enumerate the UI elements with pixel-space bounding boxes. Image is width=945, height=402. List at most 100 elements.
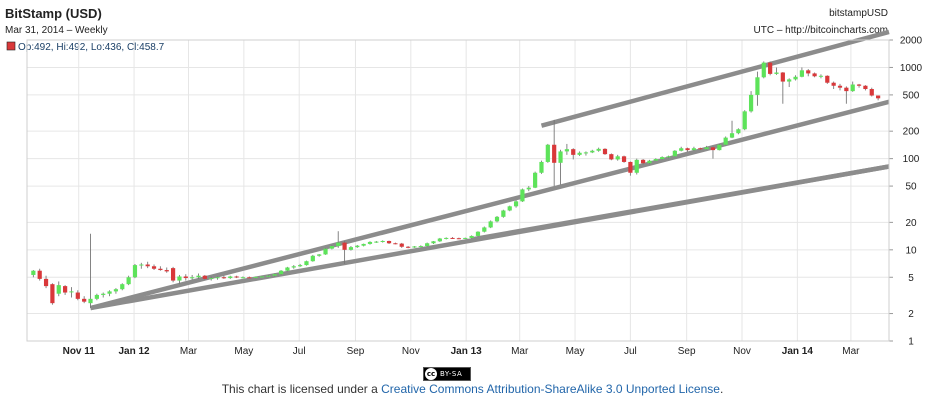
ohlc-readout: Op:492, Hi:492, Lo:436, Cl:458.7 xyxy=(18,42,165,53)
candle-body xyxy=(272,274,277,276)
candle-up xyxy=(469,235,474,239)
candle-up xyxy=(412,246,417,248)
candle-body xyxy=(748,94,754,112)
candle-up xyxy=(31,270,36,278)
candle-down xyxy=(170,266,176,283)
candle-up xyxy=(583,151,589,156)
candle-body xyxy=(88,298,93,304)
x-tick-label: Mar xyxy=(511,346,529,357)
candle-body xyxy=(494,216,500,222)
candle-up xyxy=(799,67,804,78)
candle-up xyxy=(533,171,538,189)
candle-up xyxy=(285,266,290,272)
candle-body xyxy=(609,154,614,160)
candle-down xyxy=(37,268,42,281)
candle-up xyxy=(418,245,423,248)
candle-down xyxy=(82,296,87,304)
candle-down xyxy=(456,237,462,240)
candle-down xyxy=(825,75,830,84)
candle-up xyxy=(748,91,754,113)
candle-up xyxy=(444,237,449,240)
candle-body xyxy=(469,235,474,238)
candle-body xyxy=(520,189,525,202)
candle-body xyxy=(679,148,684,151)
candle-body xyxy=(437,238,442,242)
candle-up xyxy=(736,128,741,135)
candle-body xyxy=(126,277,131,285)
candle-up xyxy=(259,275,265,278)
candle-up xyxy=(88,233,93,309)
candle-body xyxy=(240,277,246,279)
x-tick-label: Jan 12 xyxy=(118,346,150,357)
y-tick-label: 1 xyxy=(908,337,914,348)
candle-up xyxy=(704,145,709,150)
candle-body xyxy=(793,76,798,80)
candle-body xyxy=(113,289,119,292)
candle-body xyxy=(348,247,354,250)
candle-up xyxy=(177,274,182,285)
candle-down xyxy=(63,285,68,295)
candle-body xyxy=(37,270,42,279)
candle-body xyxy=(259,276,265,278)
candle-body xyxy=(602,148,608,155)
candle-body xyxy=(177,276,182,281)
candle-down xyxy=(831,81,836,90)
candle-up xyxy=(348,246,354,251)
candle-body xyxy=(501,210,506,217)
chart-source: bitstampUSD xyxy=(829,8,888,19)
candle-up xyxy=(660,156,665,160)
candle-body xyxy=(545,144,550,162)
candle-body xyxy=(367,241,373,244)
candle-down xyxy=(628,161,633,176)
candle-body xyxy=(94,294,99,299)
candle-down xyxy=(151,264,157,271)
candle-body xyxy=(583,152,589,154)
candle-up xyxy=(190,274,195,280)
candle-down xyxy=(621,155,627,163)
candle-up xyxy=(253,276,258,279)
x-tick-label: Jan 14 xyxy=(782,346,814,357)
candle-up xyxy=(729,120,735,139)
candle-body xyxy=(190,277,195,279)
candle-up xyxy=(228,275,233,279)
candle-up xyxy=(513,200,519,208)
candle-body xyxy=(558,151,563,163)
candle-body xyxy=(247,277,252,279)
candle-up xyxy=(634,158,639,175)
license-link[interactable]: Creative Commons Attribution-ShareAlike … xyxy=(381,382,720,396)
candle-body xyxy=(621,156,627,162)
y-tick-label: 5 xyxy=(908,273,914,284)
x-tick-label: Jan 13 xyxy=(451,346,483,357)
candle-down xyxy=(856,83,862,88)
candle-body xyxy=(456,238,462,240)
candle-body xyxy=(266,275,271,277)
x-tick-label: Sep xyxy=(347,346,365,357)
candle-body xyxy=(653,159,658,161)
candle-up xyxy=(463,237,468,240)
candle-up xyxy=(437,237,442,242)
candle-body xyxy=(209,278,214,280)
candle-body xyxy=(132,265,138,278)
candle-body xyxy=(774,72,779,74)
candle-body xyxy=(507,206,512,211)
candle-down xyxy=(876,95,881,101)
y-tick-label: 50 xyxy=(905,182,917,193)
candle-body xyxy=(831,82,836,86)
trendline xyxy=(471,164,890,242)
candle-body xyxy=(482,227,487,232)
candle-body xyxy=(342,242,347,250)
candle-body xyxy=(780,72,785,82)
candle-body xyxy=(590,150,595,153)
candle-down xyxy=(145,261,150,269)
candle-up xyxy=(501,209,506,218)
candle-down xyxy=(837,83,843,91)
candle-body xyxy=(145,264,150,267)
candle-up xyxy=(488,220,493,229)
candle-body xyxy=(787,79,792,82)
cc-license-badge[interactable]: cc BY-SA xyxy=(423,367,471,381)
candle-body xyxy=(151,266,157,269)
candle-up xyxy=(425,242,430,247)
candle-up xyxy=(107,290,112,297)
candle-body xyxy=(196,275,201,278)
y-tick-label: 2000 xyxy=(900,36,923,47)
